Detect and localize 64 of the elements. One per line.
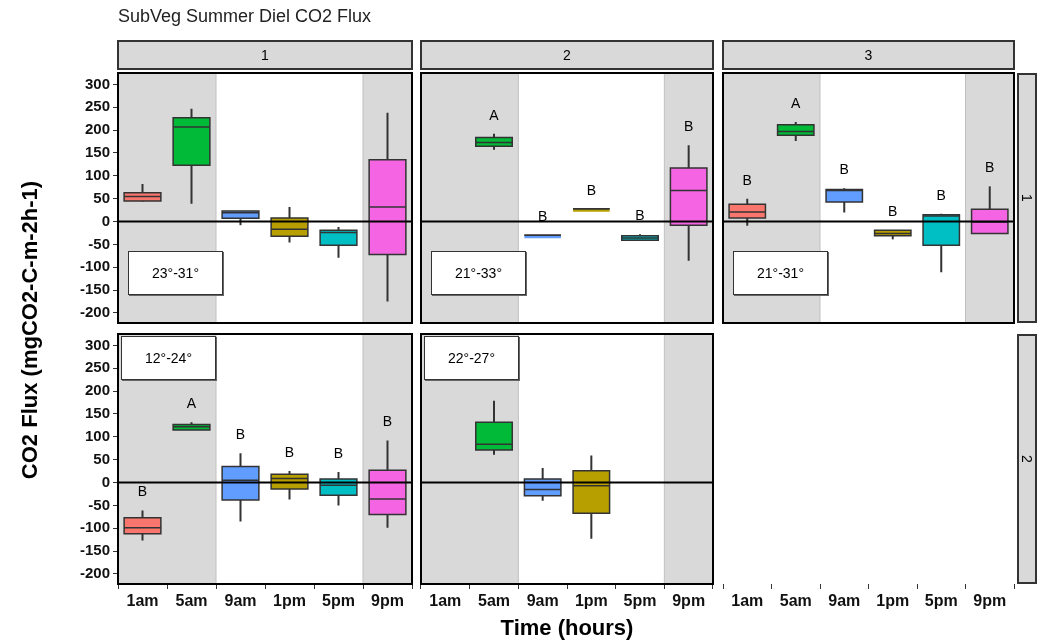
y-tick-label: -100 [79,518,110,536]
y-axis-title: CO2 Flux (mgCO2-C-m-2h-1) [17,180,43,480]
annotation: B [742,171,752,188]
annotation: A [186,395,197,412]
annotation: B [888,203,898,220]
annotation: B [586,181,597,198]
y-tick-label: 0 [101,472,110,490]
x-tick-label: 1pm [273,592,306,610]
annotation: B [137,483,148,500]
x-tick-label: 1am [126,592,159,610]
chart-subtitle: SubVeg Summer Diel CO2 Flux [118,6,372,27]
x-tick-label: 1pm [574,592,608,610]
annotation: B [985,159,995,176]
y-tick-label: -200 [79,564,110,582]
annotation: B [635,207,645,224]
annotation: B [936,186,946,203]
annotation: B [284,443,295,460]
annotation: B [333,444,344,461]
y-tick-label: 50 [93,188,110,206]
y2-axis-title: 1 [1018,194,1035,202]
y-tick-label: -200 [79,303,110,321]
y-tick-label: 150 [84,404,110,422]
text: 2 [1018,455,1035,463]
y-tick-label: 50 [93,449,110,467]
y-tick-label: 100 [84,165,110,183]
annotation: A [489,106,500,123]
y-tick-label: 300 [84,335,110,353]
x-tick-label: 5pm [322,592,355,610]
text-box: 21°-31° [733,251,828,295]
text-box: 21°-33° [431,251,526,295]
annotation: B [235,426,246,443]
chart-title: 1 [117,40,413,70]
y-tick-label: -100 [79,257,110,275]
x-tick-label: 9pm [371,592,404,610]
x-tick-label: 9am [224,592,257,610]
x-tick-label: 9am [526,592,559,610]
x-axis-title: Time (hours) [500,615,634,641]
x-tick-label: 5am [477,592,511,610]
y-tick-label: -50 [88,234,110,252]
annotation: B [839,161,849,178]
annotation: B [537,208,548,225]
y-tick-label: 200 [84,381,110,399]
y-tick-label: 200 [84,120,110,138]
text-box: 22°-27° [424,336,519,380]
annotation: B [382,413,393,430]
y-tick-label: 100 [84,426,110,444]
y-tick-label: -150 [79,541,110,559]
chart-title: 3 [722,40,1015,70]
y-tick-label: 250 [84,358,110,376]
y-tick-label: 300 [84,74,110,92]
x-tick-label: 1am [429,592,462,610]
y-tick-label: 150 [84,143,110,161]
y-tick-label: -150 [79,280,110,298]
text-box: 12°-24° [121,336,216,380]
y-tick-label: 0 [101,211,110,229]
x-tick-label: 9pm [672,592,706,610]
text-box: 23°-31° [128,251,223,295]
y-tick-label: 250 [84,97,110,115]
x-tick-label: 5pm [623,592,657,610]
annotation: A [791,94,802,111]
y-tick-label: -50 [88,495,110,513]
x-tick-label: 5am [175,592,208,610]
chart-title: 2 [420,40,714,70]
annotation: B [683,118,694,135]
